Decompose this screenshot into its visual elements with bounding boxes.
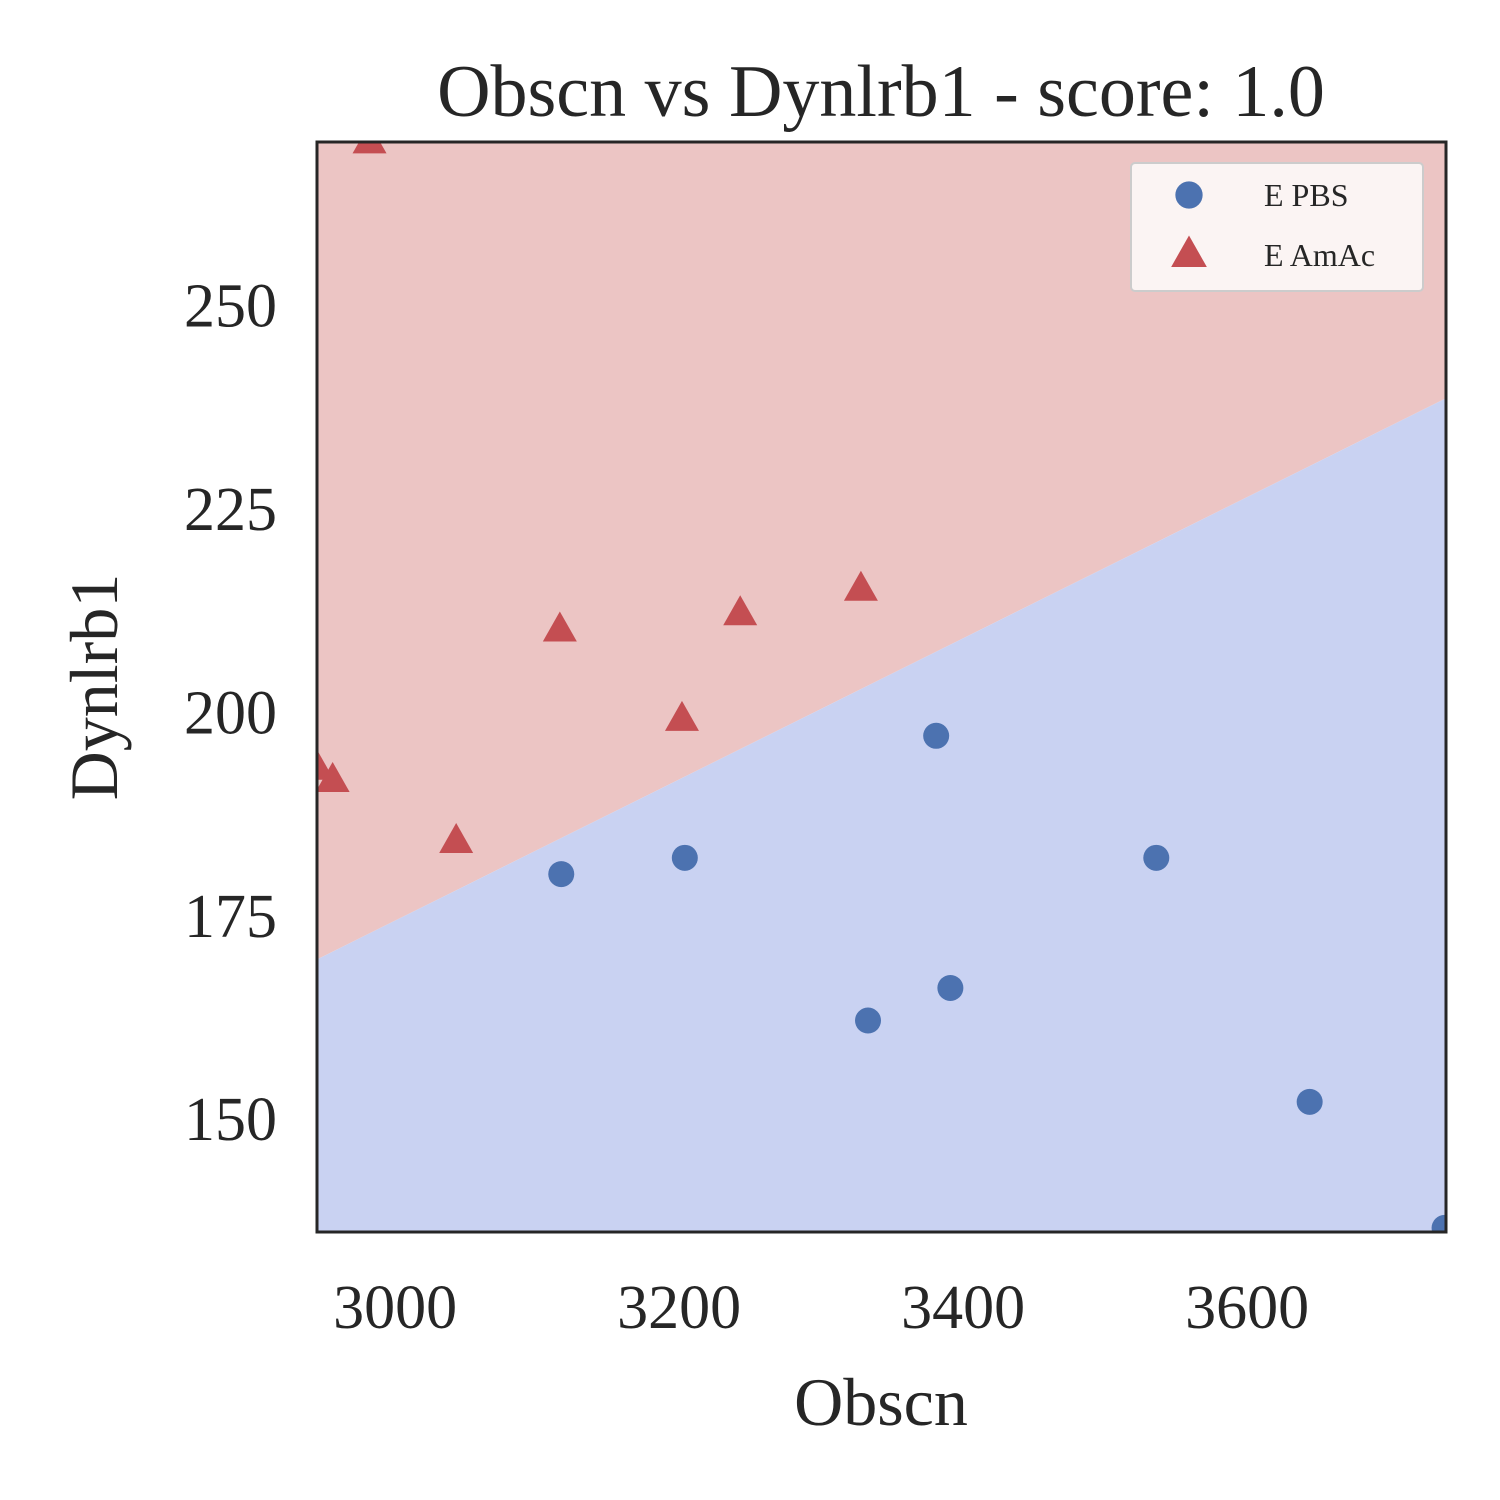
y-tick-label-200: 200 [184,679,277,747]
legend-marker-e-pbs [1175,181,1203,209]
e-pbs-point-6 [1143,844,1170,871]
x-tick-label-3600: 3600 [1185,1274,1309,1342]
e-amac-point-5 [542,611,577,642]
data-points [317,142,1446,1232]
e-pbs-point-3 [855,1007,882,1034]
x-axis-label: Obscn [794,1364,968,1440]
e-amac-point-6 [664,700,699,731]
e-amac-point-7 [723,595,758,626]
e-pbs-point-5 [937,974,964,1001]
x-tick-label-3400: 3400 [901,1274,1025,1342]
e-amac-point-2 [317,761,350,792]
legend-label-e-pbs: E PBS [1264,177,1348,213]
y-tick-label-175: 175 [184,883,277,951]
e-pbs-point-8 [1431,1214,1446,1232]
y-tick-label-225: 225 [184,476,277,544]
plot-frame [315,140,1448,1234]
x-tick-label-3200: 3200 [617,1274,741,1342]
e-amac-point-4 [439,822,474,853]
e-pbs-point-4 [923,722,950,749]
y-axis-ticks: 150 175 200 225 250 [184,273,277,1154]
x-tick-label-3000: 3000 [333,1274,457,1342]
amac-decision-region [317,142,1446,960]
e-pbs-point-2 [671,844,698,871]
legend-box [1130,162,1424,292]
legend-label-e-amac: E AmAc [1264,237,1375,273]
legend: E PBS E AmAc [1130,162,1424,292]
chart-title: Obscn vs Dynlrb1 - score: 1.0 [437,51,1325,133]
e-pbs-point-7 [1296,1088,1323,1115]
y-axis-label: Dynlrb1 [56,574,132,801]
legend-marker-e-amac [1171,235,1207,267]
x-axis-ticks: 3000 3200 3400 3600 [333,1274,1309,1342]
e-amac-point-8 [843,570,878,601]
y-tick-label-250: 250 [184,273,277,341]
pbs-decision-region [317,398,1446,1232]
y-tick-label-150: 150 [184,1086,277,1154]
e-amac-point-3 [352,142,387,154]
e-pbs-point-1 [548,861,575,888]
